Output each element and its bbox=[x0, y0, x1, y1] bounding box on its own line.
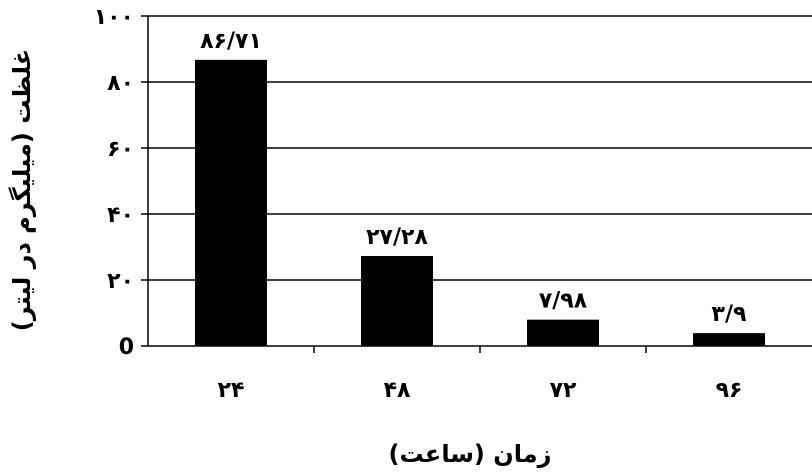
x-tick-label: ۴۸ bbox=[384, 378, 411, 403]
bar bbox=[527, 319, 599, 346]
x-tick-label: ۲۴ bbox=[218, 378, 245, 403]
y-axis-ticks: 0 ۲۰ ۴۰ ۶۰ ۸۰ ۱۰۰ bbox=[94, 5, 148, 360]
x-axis-title: زمان (ساعت) bbox=[389, 440, 552, 468]
data-label: ۲۷/۲۸ bbox=[366, 225, 428, 250]
bars bbox=[195, 59, 765, 347]
data-label: ۸۶/۷۱ bbox=[200, 29, 262, 54]
data-label: ۳/۹ bbox=[712, 302, 747, 327]
y-tick-label: ۲۰ bbox=[107, 269, 134, 294]
x-tick-label: ۹۶ bbox=[716, 378, 743, 403]
x-tick-label: ۷۲ bbox=[550, 378, 577, 403]
y-tick-label: ۶۰ bbox=[107, 137, 134, 162]
y-tick-label: ۴۰ bbox=[107, 203, 134, 228]
data-label: ۷/۹۸ bbox=[539, 289, 588, 314]
bar bbox=[693, 333, 765, 346]
y-tick-label: ۱۰۰ bbox=[94, 5, 134, 30]
y-tick-label: 0 bbox=[119, 335, 134, 360]
bar bbox=[361, 255, 433, 346]
data-labels: ۸۶/۷۱ ۲۷/۲۸ ۷/۹۸ ۳/۹ bbox=[200, 29, 746, 327]
bar bbox=[195, 59, 267, 347]
y-axis-title: غلظت (میلیگرم در لیتر) bbox=[8, 49, 36, 331]
x-axis-ticks: ۲۴ ۴۸ ۷۲ ۹۶ bbox=[218, 346, 743, 403]
y-tick-label: ۸۰ bbox=[107, 71, 134, 96]
